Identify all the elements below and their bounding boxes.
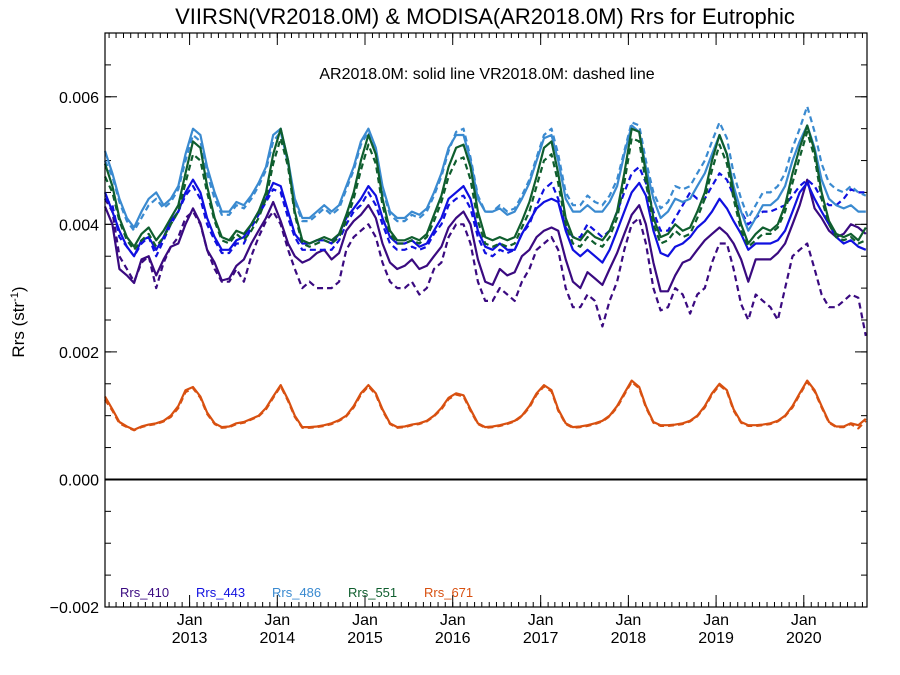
x-tick-year: 2013 (172, 630, 208, 647)
x-axis-ticks: Jan2013Jan2014Jan2015Jan2016Jan2017Jan20… (108, 33, 863, 647)
x-tick-year: 2020 (786, 630, 822, 647)
chart-title: VIIRSN(VR2018.0M) & MODISA(AR2018.0M) Rr… (175, 4, 795, 29)
y-axis-label-superscript: -1 (9, 292, 21, 302)
legend-entry-rrs-671: Rrs_671 (424, 585, 473, 600)
legend-entry-rrs-443: Rrs_443 (196, 585, 245, 600)
series-rrs-671-solid-line (104, 379, 867, 431)
series-rrs-443-solid-line (103, 178, 867, 264)
series-rrs-410-solid-line (103, 178, 867, 293)
x-tick-month: Jan (177, 612, 203, 629)
legend-entry-rrs-551: Rrs_551 (348, 585, 397, 600)
x-tick-month: Jan (703, 612, 729, 629)
y-tick-label: −0.002 (50, 600, 99, 617)
legend-entry-rrs-410: Rrs_410 (120, 585, 169, 600)
x-tick-year: 2014 (260, 630, 296, 647)
y-tick-label: 0.000 (59, 472, 99, 489)
plot-area (103, 105, 867, 481)
line-style-annotation: AR2018.0M: solid line VR2018.0M: dashed … (319, 66, 654, 83)
x-tick-year: 2016 (435, 630, 471, 647)
y-axis-label: Rrs (str-1) (9, 286, 28, 357)
y-axis-label-main: Rrs (str (9, 302, 28, 358)
series-rrs-671-dashed-line (104, 380, 867, 432)
x-tick-month: Jan (791, 612, 817, 629)
legend: Rrs_410 Rrs_443 Rrs_486 Rrs_551 Rrs_671 (120, 585, 473, 600)
y-tick-label: 0.002 (59, 345, 99, 362)
x-tick-month: Jan (440, 612, 466, 629)
legend-entry-rrs-486: Rrs_486 (272, 585, 321, 600)
series-rrs-551-solid-line (103, 124, 867, 248)
x-tick-year: 2017 (523, 630, 559, 647)
series-rrs-410-dashed-line (104, 198, 867, 337)
y-axis-label-close: ) (9, 286, 28, 292)
x-tick-month: Jan (264, 612, 290, 629)
y-tick-label: 0.006 (59, 90, 99, 107)
x-tick-year: 2015 (347, 630, 383, 647)
y-axis-ticks: −0.002 0.000 0.002 0.004 0.006 (50, 32, 867, 617)
series-rrs-551-dashed-line (104, 130, 867, 251)
y-tick-label: 0.004 (59, 217, 99, 234)
x-tick-year: 2018 (611, 630, 647, 647)
x-tick-month: Jan (528, 612, 554, 629)
x-tick-month: Jan (352, 612, 378, 629)
plot-frame (104, 32, 868, 608)
series-rrs-486-solid-line (103, 124, 866, 232)
x-tick-month: Jan (615, 612, 641, 629)
x-tick-year: 2019 (698, 630, 734, 647)
